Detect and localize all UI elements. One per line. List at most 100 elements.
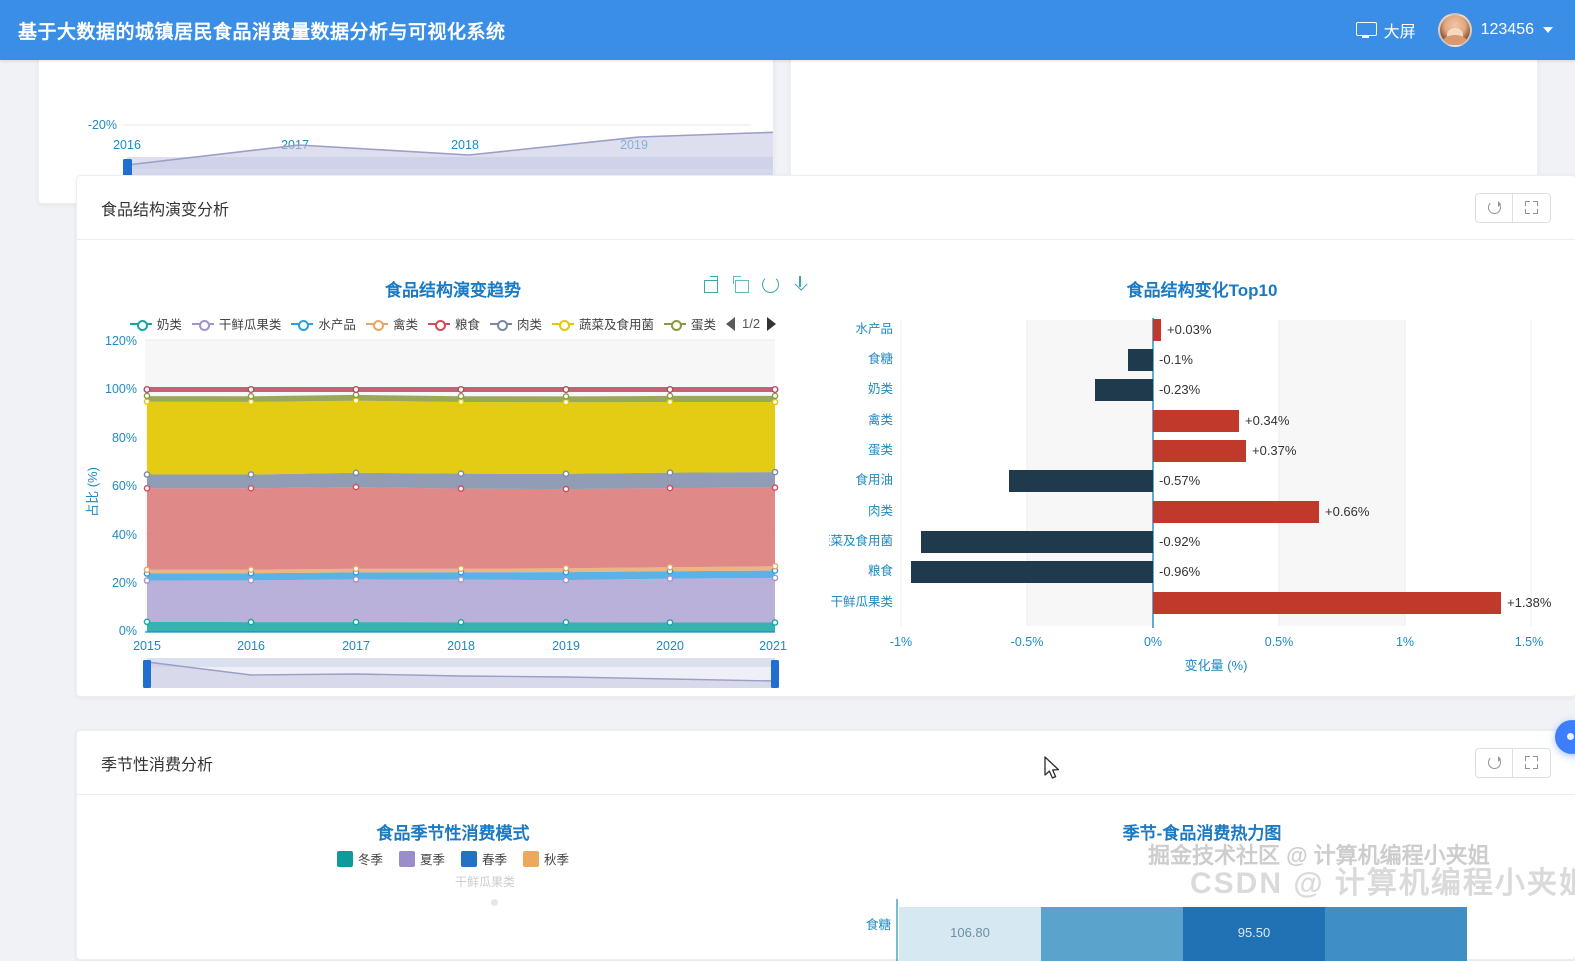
heatmap-wrap: 季节-食品消费热力图 食糖 106.80 95.50 <box>829 795 1575 961</box>
x-tick-0.5: 0.5% <box>1265 635 1294 649</box>
bar-row[interactable]: 蛋类 +0.37% <box>868 440 1297 462</box>
legend-item-winter[interactable]: 冬季 <box>336 849 383 868</box>
legend-label: 夏季 <box>419 853 445 867</box>
prev-page-icon[interactable] <box>726 316 736 331</box>
stacked-area-chart[interactable]: 120% 100% 80% 60% 40% 20% 0% 占比 (%) <box>77 332 829 692</box>
bar-positive <box>1153 410 1239 432</box>
heatmap-chart[interactable]: 食糖 106.80 95.50 <box>829 899 1569 961</box>
seasonal-card: 季节性消费分析 食品季节性消费模式 冬季 <box>76 730 1575 961</box>
bar-value: +1.38% <box>1507 595 1552 610</box>
heatmap-cell[interactable] <box>1325 907 1467 961</box>
top10-bar-chart[interactable]: 水产品 +0.03% 食糖 -0.1% 奶类 <box>829 312 1569 712</box>
bar-row[interactable]: 奶类 -0.23% <box>868 379 1201 401</box>
evolution-chart-title: 食品结构演变趋势 <box>385 281 521 300</box>
expand-icon <box>1525 756 1538 769</box>
x-tick-2019: 2019 <box>552 639 580 653</box>
area-fruits <box>147 577 775 623</box>
card-actions <box>1475 747 1551 778</box>
x-tick-2018: 2018 <box>447 639 475 653</box>
legend-label: 蔬菜及食用菌 <box>578 318 654 332</box>
bigscreen-button[interactable]: 大屏 <box>1355 18 1416 42</box>
bar-category: 干鲜瓜果类 <box>830 595 893 609</box>
radar-vertex-point <box>491 899 498 906</box>
top10-chart-wrap: 食品结构变化Top10 <box>829 240 1575 697</box>
x-tick--0.5: -0.5% <box>1011 635 1044 649</box>
legend-label: 肉类 <box>516 318 542 332</box>
x-tick-2017: 2017 <box>342 639 370 653</box>
datazoom-slider[interactable] <box>143 658 779 688</box>
legend-item-meat[interactable]: 肉类 <box>489 314 542 333</box>
next-page-icon[interactable] <box>767 316 777 331</box>
datazoom-handle-left[interactable] <box>143 660 151 688</box>
refresh-button[interactable] <box>1475 192 1513 223</box>
legend-swatch-icon <box>461 850 477 867</box>
y-axis: 120% 100% 80% 60% 40% 20% 0% 占比 (%) <box>85 334 137 638</box>
legend-item-eggs[interactable]: 蛋类 <box>664 314 716 333</box>
expand-button[interactable] <box>1513 192 1551 223</box>
x-axis: -1% -0.5% 0% 0.5% 1% 1.5% 变化量 (%) <box>890 635 1543 673</box>
seasonal-legend: 冬季 夏季 春季 秋季 <box>77 849 829 868</box>
refresh-button[interactable] <box>1475 747 1513 778</box>
datazoom-handle-right[interactable] <box>771 660 779 688</box>
bar-row[interactable]: 食糖 -0.1% <box>868 349 1193 371</box>
zoom-icon[interactable] <box>702 276 719 293</box>
food-structure-card: 食品结构演变分析 食品结构演变趋势 <box>76 175 1575 697</box>
legend-item-autumn[interactable]: 秋季 <box>523 849 569 868</box>
legend-item-milk[interactable]: 奶类 <box>129 314 182 333</box>
heatmap-cell[interactable] <box>1041 907 1183 961</box>
bar-positive <box>1153 501 1319 523</box>
user-name: 123456 <box>1480 21 1534 38</box>
legend-swatch-icon <box>336 850 353 867</box>
legend-item-fruits[interactable]: 干鲜瓜果类 <box>191 314 281 333</box>
area-series-group <box>147 387 775 632</box>
legend-item-spring[interactable]: 春季 <box>461 849 507 868</box>
bar-value: -0.57% <box>1159 473 1201 488</box>
monitor-icon <box>1355 22 1377 38</box>
legend-item-summer[interactable]: 夏季 <box>398 849 445 868</box>
legend-label: 春季 <box>482 853 508 867</box>
zoom-back-icon[interactable] <box>732 276 749 293</box>
legend-marker-icon <box>489 319 512 331</box>
floating-action-button[interactable] <box>1555 720 1575 754</box>
bar-row[interactable]: 肉类 +0.66% <box>868 501 1370 523</box>
legend-marker-icon <box>291 319 314 331</box>
bar-value: -0.1% <box>1159 352 1193 367</box>
chart-toolbox <box>702 276 809 293</box>
bar-row[interactable]: 干鲜瓜果类 +1.38% <box>830 592 1552 614</box>
legend-item-aquatic[interactable]: 水产品 <box>291 314 356 333</box>
y-tick-100: 100% <box>105 382 137 396</box>
y-tick-0: 0% <box>119 624 137 638</box>
legend-item-grain[interactable]: 粮食 <box>427 314 480 333</box>
bar-value: -0.96% <box>1159 564 1201 579</box>
x-tick-0: 0% <box>1144 635 1162 649</box>
download-icon[interactable] <box>792 276 809 293</box>
legend-label: 秋季 <box>544 853 570 867</box>
bar-value: +0.34% <box>1245 413 1290 428</box>
bar-row[interactable]: 粮食 -0.96% <box>868 561 1201 583</box>
area-milk <box>147 621 775 632</box>
seasonal-pattern-title: 食品季节性消费模式 <box>376 824 530 843</box>
legend-swatch-icon <box>523 850 540 867</box>
restore-icon[interactable] <box>762 276 779 293</box>
legend-pager: 1/2 <box>726 316 777 331</box>
bar-row[interactable]: 水产品 +0.03% <box>855 319 1212 341</box>
chevron-down-icon <box>1543 27 1553 33</box>
area-meat <box>147 472 775 490</box>
expand-button[interactable] <box>1513 747 1551 778</box>
bar-negative <box>921 531 1153 553</box>
y-tick-60: 60% <box>112 479 137 493</box>
bar-negative <box>911 561 1153 583</box>
bar-row[interactable]: 蔬菜及食用菌 -0.92% <box>829 531 1201 553</box>
legend-item-vegetables[interactable]: 蔬菜及食用菌 <box>551 314 654 333</box>
x-tick-2018: 2018 <box>451 138 479 152</box>
area-grain <box>147 487 775 570</box>
legend-label: 冬季 <box>357 853 383 867</box>
bar-row[interactable]: 禽类 +0.34% <box>868 410 1290 432</box>
user-menu[interactable]: 123456 <box>1437 13 1553 47</box>
legend-marker-icon <box>664 319 686 331</box>
legend-item-poultry[interactable]: 禽类 <box>365 314 418 333</box>
x-tick--1: -1% <box>890 635 912 649</box>
bar-row[interactable]: 食用油 -0.57% <box>855 470 1201 492</box>
legend-marker-icon <box>365 319 388 331</box>
